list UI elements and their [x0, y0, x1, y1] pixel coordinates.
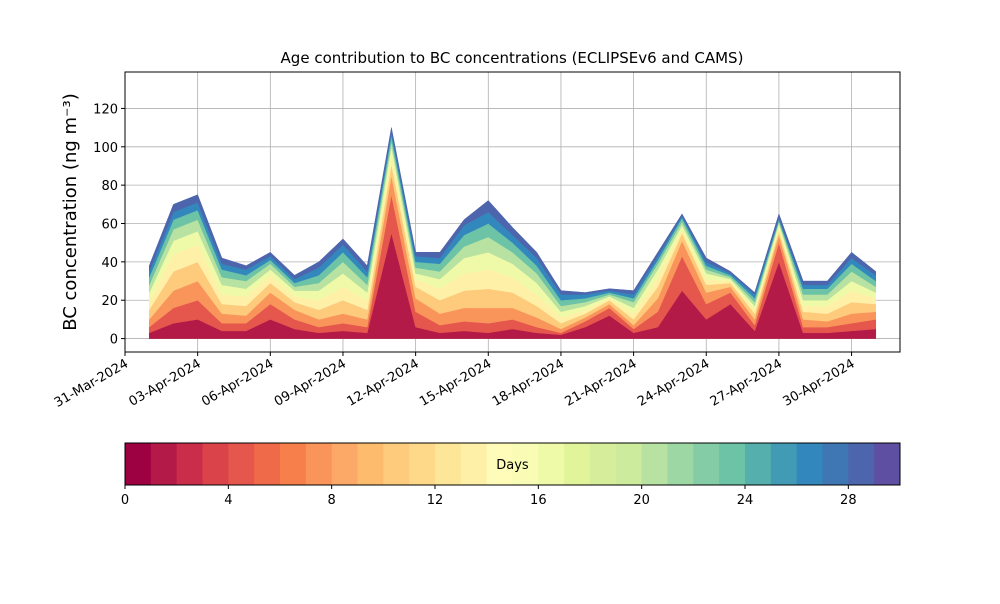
- plot-frame: [124, 71, 901, 353]
- y-tick-label: 100: [93, 141, 118, 156]
- colorbar-swatch: [150, 443, 178, 485]
- colorbar-tick-label: 28: [840, 493, 857, 508]
- colorbar-swatch: [486, 443, 513, 485]
- colorbar-swatch: [822, 443, 849, 485]
- colorbar-swatch: [667, 443, 694, 485]
- colorbar-swatch: [719, 443, 746, 485]
- colorbar-swatch: [125, 443, 152, 485]
- colorbar-tick-label: 16: [530, 493, 547, 508]
- colorbar-swatch: [202, 443, 229, 485]
- colorbar-swatch: [538, 443, 565, 485]
- colorbar-swatch: [615, 443, 643, 485]
- colorbar-swatch: [176, 443, 203, 485]
- colorbar-tick-label: 4: [224, 493, 232, 508]
- colorbar-tick-label: 12: [427, 493, 444, 508]
- y-tick-label: 0: [110, 333, 118, 348]
- colorbar-swatch: [254, 443, 281, 485]
- y-tick-label: 80: [101, 179, 118, 194]
- y-tick-label: 20: [101, 294, 118, 309]
- y-tick-label: 60: [101, 218, 118, 233]
- colorbar-swatch: [460, 443, 488, 485]
- colorbar-swatch: [564, 443, 591, 485]
- colorbar-swatch: [745, 443, 772, 485]
- colorbar-swatch: [280, 443, 307, 485]
- colorbar-tick-label: 8: [328, 493, 336, 508]
- colorbar-tick-label: 24: [737, 493, 754, 508]
- colorbar-swatch: [874, 443, 901, 485]
- colorbar-swatch: [641, 443, 668, 485]
- y-tick-label: 40: [101, 256, 118, 271]
- colorbar-swatch: [512, 443, 539, 485]
- colorbar-swatch: [383, 443, 410, 485]
- colorbar-swatch: [435, 443, 462, 485]
- colorbar-swatch: [357, 443, 384, 485]
- y-axis-label: BC concentration (ng m⁻³): [60, 93, 81, 331]
- colorbar-swatch: [770, 443, 798, 485]
- colorbar-swatch: [848, 443, 875, 485]
- colorbar-swatch: [409, 443, 436, 485]
- colorbar-swatch: [693, 443, 720, 485]
- y-tick-label: 120: [93, 102, 118, 117]
- area-layer: [148, 127, 877, 295]
- colorbar-swatch: [305, 443, 333, 485]
- colorbar-swatch: [228, 443, 255, 485]
- colorbar-swatch: [331, 443, 358, 485]
- colorbar-tick-label: 0: [121, 493, 129, 508]
- chart-title: Age contribution to BC concentrations (E…: [281, 49, 744, 67]
- colorbar-tick-label: 20: [633, 493, 650, 508]
- colorbar-swatch: [796, 443, 823, 485]
- colorbar-swatch: [590, 443, 617, 485]
- colorbar-label: Days: [496, 458, 529, 473]
- colorbar-frame: [124, 442, 901, 486]
